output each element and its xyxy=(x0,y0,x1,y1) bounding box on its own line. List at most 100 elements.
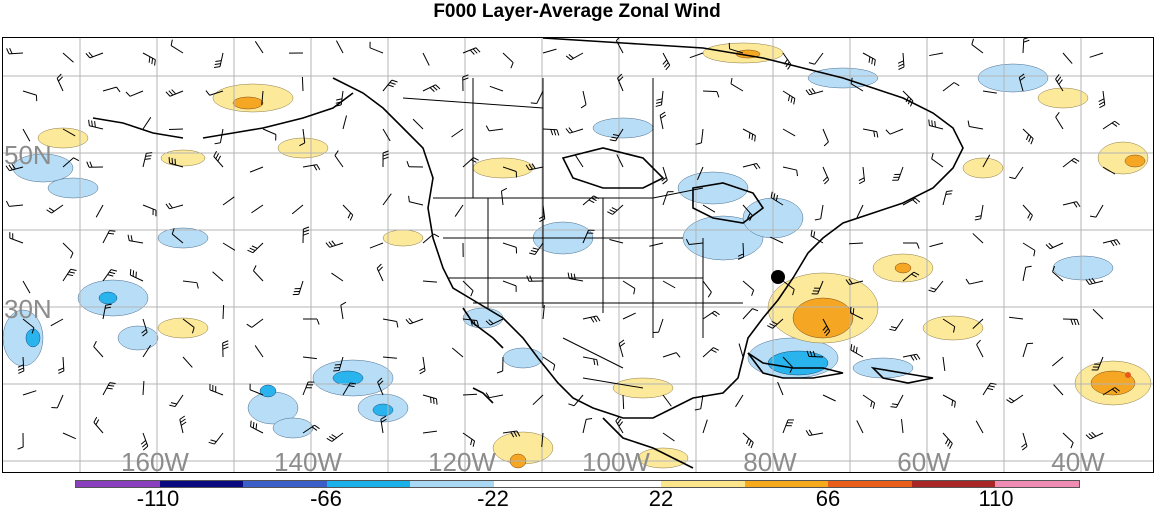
wind-barb xyxy=(702,280,712,298)
wind-barb xyxy=(662,191,674,206)
wind-barb xyxy=(382,356,397,359)
wind-barb xyxy=(422,280,437,283)
wind-barb xyxy=(782,90,796,105)
wind-barb xyxy=(1085,431,1104,440)
wind-barb xyxy=(334,150,344,168)
wind-barb xyxy=(1055,112,1064,130)
wind-barb xyxy=(850,77,864,92)
wind-barb xyxy=(412,118,424,130)
wind-barb xyxy=(582,229,595,244)
wind-barb xyxy=(889,318,904,332)
wind-barb xyxy=(299,128,306,147)
wind-barb xyxy=(1102,387,1120,396)
wind-barb xyxy=(902,242,920,249)
wind-barb xyxy=(965,278,984,285)
wind-barb xyxy=(526,275,544,282)
wind-barb xyxy=(649,242,664,247)
wind-barb xyxy=(222,196,235,206)
wind-barb xyxy=(652,318,664,334)
wind-barb xyxy=(897,52,905,70)
wind-barb xyxy=(822,318,831,337)
wind-barb xyxy=(6,47,24,55)
wind-barb xyxy=(967,120,984,130)
wind-barb xyxy=(848,242,864,245)
wind-barb xyxy=(1045,242,1064,250)
wind-barb xyxy=(742,162,761,170)
wind-barb xyxy=(1022,342,1034,358)
wind-barb xyxy=(331,272,344,282)
colorbar-segment xyxy=(744,481,829,487)
positive-wind-shading xyxy=(37,42,1152,469)
wind-barb xyxy=(85,51,104,59)
wind-barb xyxy=(532,394,544,406)
wind-barb xyxy=(616,154,624,168)
wind-barb xyxy=(382,318,399,328)
wind-barb xyxy=(814,204,824,221)
wind-barb xyxy=(1098,90,1106,109)
wind-barb xyxy=(102,303,112,320)
wind-barb xyxy=(182,356,193,368)
lon-label-140w: 140W xyxy=(274,447,342,477)
wind-barb xyxy=(502,430,521,438)
wind-barb xyxy=(742,432,754,449)
wind-barb xyxy=(170,39,184,54)
wind-barb xyxy=(165,89,184,97)
wind-barb xyxy=(580,90,587,109)
wind-barb xyxy=(822,166,830,185)
wind-barb xyxy=(1091,356,1104,371)
wind-barb xyxy=(50,318,64,327)
wind-barb xyxy=(141,318,148,337)
political-borders xyxy=(402,78,743,389)
wind-barb xyxy=(422,233,440,244)
lon-label-100w: 100W xyxy=(582,447,650,477)
wind-barb xyxy=(730,77,744,92)
wind-barb xyxy=(168,128,184,131)
station-marker xyxy=(771,270,785,284)
wind-barb xyxy=(249,166,264,173)
wind-barb xyxy=(489,85,504,92)
wind-barb xyxy=(694,394,704,411)
wind-barb xyxy=(262,128,277,141)
wind-barb xyxy=(342,382,357,396)
wind-barb xyxy=(462,74,469,92)
wind-barb xyxy=(102,230,116,244)
wind-barb xyxy=(182,318,195,334)
wind-barb xyxy=(567,272,584,282)
wind-barb xyxy=(142,204,157,217)
wind-barb xyxy=(1062,432,1074,449)
colorbar-segment xyxy=(243,481,327,487)
wind-barb xyxy=(382,128,391,142)
wind-barb xyxy=(302,226,310,244)
colorbar-label-110: 110 xyxy=(978,486,1014,511)
wind-barb xyxy=(770,236,784,244)
colorbar-segment xyxy=(76,481,160,487)
wind-barb xyxy=(451,347,464,358)
wind-barb xyxy=(335,90,344,107)
wind-barb xyxy=(902,271,920,282)
wind-barb xyxy=(342,115,348,130)
wind-barb xyxy=(782,419,795,434)
wind-barb xyxy=(212,271,224,282)
wind-barb xyxy=(252,265,264,282)
wind-barb xyxy=(291,204,304,215)
wind-barb xyxy=(502,52,514,69)
wind-barb xyxy=(742,128,756,142)
wind-barb xyxy=(62,128,76,137)
wind-barb xyxy=(582,418,593,434)
wind-barb xyxy=(856,204,864,218)
wind-barb xyxy=(568,394,584,407)
wind-barb xyxy=(422,430,437,434)
wind-barb xyxy=(326,432,344,442)
wind-barb xyxy=(1021,432,1028,451)
wind-barb xyxy=(246,318,264,328)
wind-barb xyxy=(422,52,430,66)
wind-barb xyxy=(17,356,25,374)
wind-barb xyxy=(5,200,24,207)
wind-barb xyxy=(662,52,671,71)
wind-barb xyxy=(142,380,145,396)
wind-barb xyxy=(208,432,224,445)
map-canvas xyxy=(3,38,1153,472)
wind-barb xyxy=(810,229,824,244)
wind-barb xyxy=(102,269,118,282)
wind-barb xyxy=(179,415,187,434)
